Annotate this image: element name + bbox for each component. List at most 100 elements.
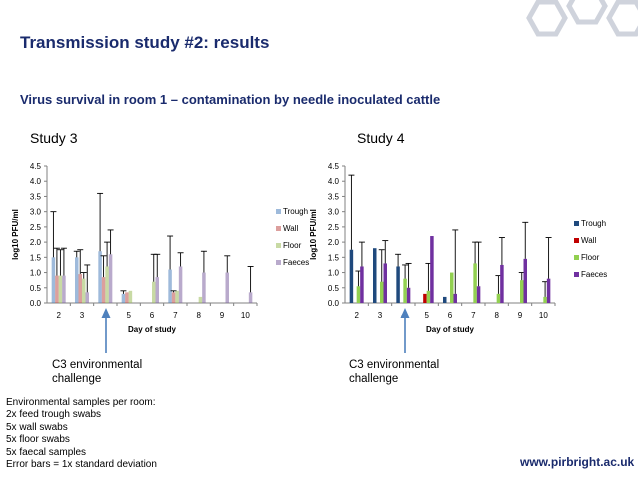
- y-tick-label: 0.5: [328, 284, 340, 293]
- notes-line: 5x floor swabs: [6, 434, 70, 446]
- bar-floor: [82, 278, 86, 303]
- bar-floor: [380, 281, 384, 303]
- slide-subtitle: Virus survival in room 1 – contamination…: [20, 92, 441, 107]
- x-tick-label: 9: [518, 311, 523, 320]
- notes-line: 2x feed trough swabs: [6, 409, 102, 421]
- y-tick-label: 2.5: [328, 223, 340, 232]
- bar-floor: [152, 281, 156, 303]
- legend-swatch-faeces: [574, 272, 579, 277]
- legend-swatch-floor: [276, 243, 281, 248]
- bar-faeces: [85, 292, 89, 303]
- sampling-notes: Environmental samples per room: 2x feed …: [6, 397, 157, 471]
- bar-faeces: [248, 292, 253, 303]
- y-tick-label: 4.0: [30, 177, 42, 186]
- bar-floor: [198, 296, 203, 303]
- bar-floor: [496, 293, 501, 303]
- legend-label-floor: Floor: [283, 241, 302, 250]
- notes-line: Environmental samples per room:: [6, 397, 156, 408]
- bar-wall: [78, 274, 82, 303]
- y-tick-label: 2.0: [30, 238, 42, 247]
- bar-wall: [55, 275, 59, 303]
- bar-floor: [543, 296, 547, 303]
- bar-wall: [125, 292, 129, 303]
- bar-faeces: [383, 263, 387, 303]
- bar-trough: [373, 248, 377, 303]
- bar-floor: [175, 290, 179, 303]
- y-tick-label: 4.0: [328, 177, 340, 186]
- study3-label: Study 3: [30, 130, 78, 146]
- bar-floor: [450, 272, 454, 303]
- y-tick-label: 3.0: [30, 208, 42, 217]
- bar-wall: [423, 293, 427, 303]
- bar-faeces: [225, 272, 229, 303]
- slide-title: Transmission study #2: results: [20, 33, 270, 52]
- y-tick-label: 0.5: [30, 284, 42, 293]
- y-tick-label: 3.0: [328, 208, 340, 217]
- bar-trough: [396, 266, 400, 303]
- bar-floor: [356, 286, 361, 303]
- bar-trough: [75, 257, 79, 303]
- x-tick-label: 3: [80, 311, 85, 320]
- x-tick-label: 6: [150, 311, 155, 320]
- y-tick-label: 1.0: [328, 269, 340, 278]
- y-tick-label: 3.5: [30, 192, 42, 201]
- bar-trough: [51, 257, 56, 303]
- legend-label-wall: Wall: [283, 224, 298, 233]
- x-tick-label: 10: [241, 311, 250, 320]
- legend-label-faeces: Faeces: [283, 258, 309, 267]
- legend-swatch-floor: [574, 255, 579, 260]
- y-axis-title: log10 PFU/ml: [11, 209, 20, 260]
- x-tick-label: 5: [424, 311, 429, 320]
- study4-note-line2: challenge: [349, 373, 399, 385]
- legend-swatch-trough: [574, 221, 579, 226]
- notes-line: Error bars = 1x standard deviation: [6, 459, 157, 471]
- x-axis-title: Day of study: [426, 325, 475, 334]
- x-tick-label: 3: [378, 311, 383, 320]
- legend-swatch-wall: [574, 238, 579, 243]
- study3-arrow-icon: [101, 308, 111, 353]
- study3-challenge-note: C3 environmental challenge: [52, 358, 142, 386]
- bar-faeces: [360, 266, 364, 303]
- x-tick-label: 8: [494, 311, 499, 320]
- x-tick-label: 5: [126, 311, 131, 320]
- legend-swatch-wall: [276, 226, 281, 231]
- bar-faeces: [406, 287, 411, 303]
- study4-label: Study 4: [357, 130, 405, 146]
- y-axis-title: log10 PFU/ml: [309, 209, 318, 260]
- study4-note-line1: C3 environmental: [349, 359, 440, 371]
- bar-faeces: [108, 254, 113, 303]
- x-tick-label: 7: [173, 311, 178, 320]
- bar-trough: [121, 293, 126, 303]
- y-tick-label: 4.5: [328, 162, 340, 171]
- bar-faeces: [155, 277, 159, 303]
- legend-label-trough: Trough: [283, 207, 308, 216]
- y-tick-label: 3.5: [328, 192, 340, 201]
- legend-label-floor: Floor: [581, 253, 600, 262]
- y-tick-label: 4.5: [30, 162, 42, 171]
- bar-floor: [520, 280, 524, 303]
- website-link[interactable]: www.pirbright.ac.uk: [520, 455, 635, 469]
- y-tick-label: 1.5: [30, 253, 42, 262]
- y-tick-label: 2.5: [30, 223, 42, 232]
- bar-faeces: [453, 293, 457, 303]
- study4-arrow-icon: [400, 308, 410, 353]
- bar-floor: [105, 266, 109, 303]
- hexagon-logo-graphic: [526, 0, 638, 37]
- y-tick-label: 2.0: [328, 238, 340, 247]
- bar-faeces: [523, 258, 527, 303]
- x-tick-label: 2: [56, 311, 61, 320]
- x-axis-title: Day of study: [128, 325, 177, 334]
- x-tick-label: 6: [448, 311, 453, 320]
- y-tick-label: 0.0: [30, 299, 42, 308]
- y-tick-label: 1.0: [30, 269, 42, 278]
- bar-faeces: [476, 286, 481, 303]
- bar-trough: [443, 296, 447, 303]
- bar-floor: [58, 275, 63, 303]
- study4-challenge-note: C3 environmental challenge: [349, 358, 439, 386]
- bar-wall: [101, 277, 106, 303]
- bar-faeces: [500, 264, 504, 303]
- y-tick-label: 0.0: [328, 299, 340, 308]
- bar-floor: [473, 263, 477, 303]
